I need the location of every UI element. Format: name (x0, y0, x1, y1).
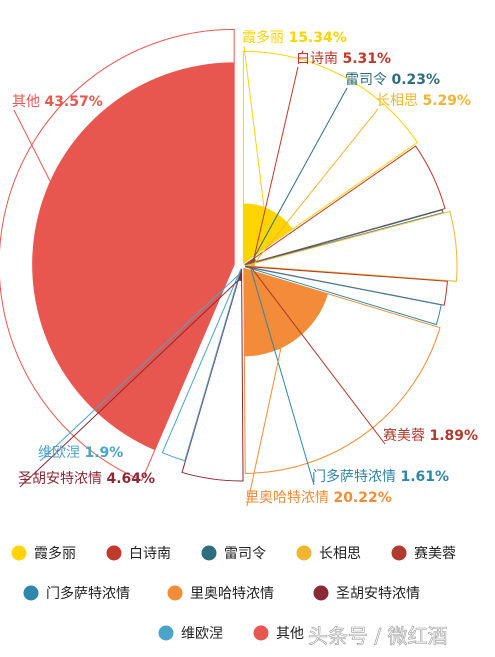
slice-label-2: 白诗南 5.31% (296, 51, 391, 67)
legend-label-5[interactable]: 赛美蓉 (414, 546, 456, 562)
slice-label-name: 霞多丽 (242, 29, 288, 46)
slice-outline-1 (242, 50, 419, 265)
leader-line-7 (246, 324, 287, 507)
slice-label-name: 长相思 (376, 93, 422, 109)
legend-marker-7 (167, 585, 183, 601)
legend-label-7[interactable]: 里奥哈特浓情 (190, 585, 274, 602)
pie-slice-10 (32, 62, 235, 451)
pie-slice-7 (243, 268, 329, 357)
legend-marker-9 (158, 625, 174, 641)
pie-slice-1 (243, 203, 293, 264)
slice-label-percent: 5.29% (422, 93, 471, 109)
leader-line-10 (13, 109, 77, 233)
slice-outline-7 (243, 267, 441, 474)
slice-label-percent: 5.31% (342, 51, 391, 67)
slice-label-name: 圣胡安特浓情 (18, 471, 106, 487)
legend-marker-1 (11, 545, 27, 561)
legend-label-3[interactable]: 雷司令 (224, 546, 266, 562)
slice-label-name: 维欧涅 (38, 445, 84, 461)
pie-slice-4 (244, 263, 255, 267)
legend-label-8[interactable]: 圣胡安特浓情 (336, 586, 420, 602)
slice-label-name: 雷司令 (345, 72, 391, 88)
slice-label-10: 其他 43.57% (12, 94, 103, 110)
legend-marker-4 (296, 545, 312, 561)
leader-line-8 (19, 278, 241, 488)
slice-outline-6 (244, 266, 442, 326)
leader-line-2 (252, 66, 299, 261)
legend-label-1[interactable]: 霞多丽 (34, 545, 76, 562)
slice-label-name: 门多萨特浓情 (312, 468, 400, 485)
legend-marker-6 (23, 585, 39, 601)
legend-label-4[interactable]: 长相思 (319, 546, 361, 562)
slice-label-1: 霞多丽 15.34% (242, 29, 347, 46)
slice-label-9: 维欧涅 1.9% (38, 445, 123, 461)
slice-outline-9 (161, 268, 242, 462)
legend-marker-3 (201, 545, 217, 561)
slice-outline-5 (244, 265, 448, 306)
leader-lines (13, 45, 386, 507)
slice-label-4: 长相思 5.29% (376, 93, 471, 109)
leader-line-6 (250, 268, 315, 486)
slice-outline-4 (244, 210, 458, 282)
slice-label-name: 其他 (12, 94, 44, 110)
slice-label-percent: 0.23% (391, 72, 440, 88)
pie-slice-3 (244, 263, 250, 266)
slice-labels: 霞多丽 15.34% 白诗南 5.31% 雷司令 0.23% 长相思 5.29% 赛美蓉… (12, 29, 478, 506)
slice-label-percent: 43.57% (44, 94, 102, 110)
slice-label-3: 雷司令 0.23% (345, 72, 440, 88)
watermark-text: 头条号 / 微红酒 (308, 624, 447, 648)
leader-line-3 (250, 87, 348, 264)
pie-slice-6 (244, 266, 250, 269)
slice-label-7: 里奥哈特浓情 20.22% (245, 489, 392, 506)
slice-label-name: 里奥哈特浓情 (245, 489, 333, 506)
slice-label-name: 白诗南 (296, 51, 342, 67)
legend-label-6[interactable]: 门多萨特浓情 (46, 585, 130, 602)
legend-marker-5 (391, 545, 407, 561)
legend-label-2[interactable]: 白诗南 (129, 546, 171, 562)
slice-outline-8 (181, 268, 244, 482)
pie-slices (32, 62, 329, 451)
legend-label-9[interactable]: 维欧涅 (181, 626, 223, 642)
slice-label-percent: 15.34% (288, 30, 346, 46)
leader-line-9 (39, 274, 240, 462)
slice-outline-2 (244, 145, 446, 266)
slice-outline-10 (0, 28, 235, 482)
pie-slice-5 (244, 266, 250, 268)
slice-label-6: 门多萨特浓情 1.61% (312, 468, 449, 485)
slice-label-name: 赛美蓉 (383, 428, 429, 444)
pie-slice-8 (238, 268, 242, 281)
slice-label-percent: 4.64% (106, 471, 155, 487)
slice-outlines (0, 28, 458, 482)
slice-label-percent: 1.9% (84, 445, 123, 461)
slice-label-8: 圣胡安特浓情 4.64% (18, 471, 155, 487)
slice-label-5: 赛美蓉 1.89% (383, 428, 478, 444)
slice-outline-3 (244, 209, 444, 266)
leader-line-4 (252, 108, 379, 266)
pie-slice-9 (239, 268, 241, 274)
leader-line-5 (250, 266, 386, 445)
slice-label-percent: 1.61% (400, 469, 449, 485)
legend-marker-2 (106, 545, 122, 561)
slice-label-percent: 1.89% (429, 428, 478, 444)
slice-label-percent: 20.22% (333, 490, 391, 506)
legend-marker-8 (313, 585, 329, 601)
leader-line-1 (243, 45, 267, 221)
legend-marker-10 (253, 625, 269, 641)
legend-label-10[interactable]: 其他 (276, 626, 304, 642)
